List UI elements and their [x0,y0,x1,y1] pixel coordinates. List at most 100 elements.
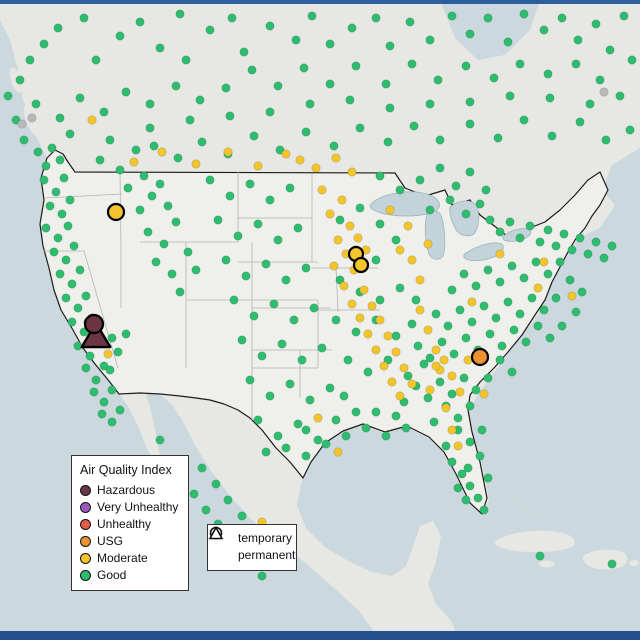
station-dot-good[interactable] [99,397,109,407]
station-dot-good[interactable] [463,463,473,473]
station-dot-moderate[interactable] [495,249,505,259]
station-dot-good[interactable] [465,119,475,129]
station-dot-good[interactable] [185,115,195,125]
station-dot-good[interactable] [99,361,109,371]
station-dot-good[interactable] [171,217,181,227]
station-dot-moderate[interactable] [347,167,357,177]
station-dot-good[interactable] [445,195,455,205]
station-dot-good[interactable] [557,13,567,23]
station-dot-moderate[interactable] [453,441,463,451]
station-dot-good[interactable] [447,11,457,21]
highlighted-station-circle[interactable] [352,256,370,274]
station-dot-good[interactable] [289,315,299,325]
station-dot-good[interactable] [441,441,451,451]
station-dot-good[interactable] [539,25,549,35]
station-dot-good[interactable] [355,123,365,133]
station-dot-good[interactable] [585,99,595,109]
station-dot-good[interactable] [591,19,601,29]
station-dot-good[interactable] [53,233,63,243]
station-dot-moderate[interactable] [385,205,395,215]
station-dot-good[interactable] [281,443,291,453]
station-dot-good[interactable] [245,375,255,385]
station-dot-good[interactable] [91,375,101,385]
station-dot-good[interactable] [375,295,385,305]
station-dot-good[interactable] [383,355,393,365]
station-dot-good[interactable] [205,25,215,35]
station-dot-moderate[interactable] [337,195,347,205]
station-dot-good[interactable] [461,209,471,219]
station-dot-good[interactable] [577,287,587,297]
station-dot-good[interactable] [301,451,311,461]
station-dot-good[interactable] [3,91,13,101]
station-dot-good[interactable] [557,321,567,331]
station-dot-good[interactable] [299,63,309,73]
station-dot-good[interactable] [403,371,413,381]
station-dot-moderate[interactable] [455,387,465,397]
station-dot-good[interactable] [479,505,489,515]
station-dot-moderate[interactable] [325,209,335,219]
station-dot-good[interactable] [429,417,439,427]
station-dot-good[interactable] [519,9,529,19]
station-dot-good[interactable] [461,333,471,343]
station-dot-good[interactable] [437,337,447,347]
station-dot-good[interactable] [423,393,433,403]
station-dot-good[interactable] [405,17,415,27]
station-dot-good[interactable] [237,335,247,345]
station-dot-good[interactable] [115,405,125,415]
station-dot-good[interactable] [409,121,419,131]
station-dot-good[interactable] [555,257,565,267]
station-dot-good[interactable] [533,321,543,331]
station-dot-moderate[interactable] [329,261,339,271]
station-dot-moderate[interactable] [355,313,365,323]
station-dot-moderate[interactable] [447,371,457,381]
station-dot-good[interactable] [477,425,487,435]
station-dot-good[interactable] [543,269,553,279]
station-dot-good[interactable] [483,373,493,383]
station-dot-good[interactable] [105,135,115,145]
station-dot-good[interactable] [205,175,215,185]
station-dot-unknown[interactable] [17,119,27,129]
station-dot-good[interactable] [571,307,581,317]
station-dot-good[interactable] [197,137,207,147]
station-dot-good[interactable] [467,317,477,327]
station-dot-good[interactable] [385,103,395,113]
station-dot-good[interactable] [149,141,159,151]
station-dot-good[interactable] [277,339,287,349]
station-dot-good[interactable] [447,389,457,399]
station-dot-good[interactable] [391,331,401,341]
station-dot-good[interactable] [607,241,617,251]
station-dot-good[interactable] [301,425,311,435]
station-dot-good[interactable] [59,173,69,183]
station-dot-good[interactable] [453,413,463,423]
station-dot-good[interactable] [515,309,525,319]
station-dot-good[interactable] [395,283,405,293]
station-dot-good[interactable] [95,155,105,165]
station-dot-good[interactable] [47,143,57,153]
station-dot-good[interactable] [51,187,61,197]
station-dot-good[interactable] [123,183,133,193]
station-dot-good[interactable] [453,483,463,493]
station-dot-good[interactable] [461,61,471,71]
station-dot-good[interactable] [265,195,275,205]
station-dot-good[interactable] [55,269,65,279]
station-dot-moderate[interactable] [295,155,305,165]
station-dot-good[interactable] [419,359,429,369]
station-dot-good[interactable] [481,185,491,195]
station-dot-good[interactable] [599,253,609,263]
station-dot-good[interactable] [31,99,41,109]
station-dot-moderate[interactable] [317,185,327,195]
station-dot-good[interactable] [245,179,255,189]
station-dot-good[interactable] [591,237,601,247]
station-dot-good[interactable] [465,97,475,107]
station-dot-good[interactable] [285,379,295,389]
station-dot-good[interactable] [113,347,123,357]
station-dot-good[interactable] [531,257,541,267]
station-dot-good[interactable] [411,295,421,305]
station-dot-good[interactable] [63,221,73,231]
station-dot-moderate[interactable] [407,379,417,389]
station-dot-good[interactable] [227,13,237,23]
station-dot-good[interactable] [573,35,583,45]
station-dot-good[interactable] [425,35,435,45]
station-dot-moderate[interactable] [103,349,113,359]
station-dot-good[interactable] [201,505,211,515]
